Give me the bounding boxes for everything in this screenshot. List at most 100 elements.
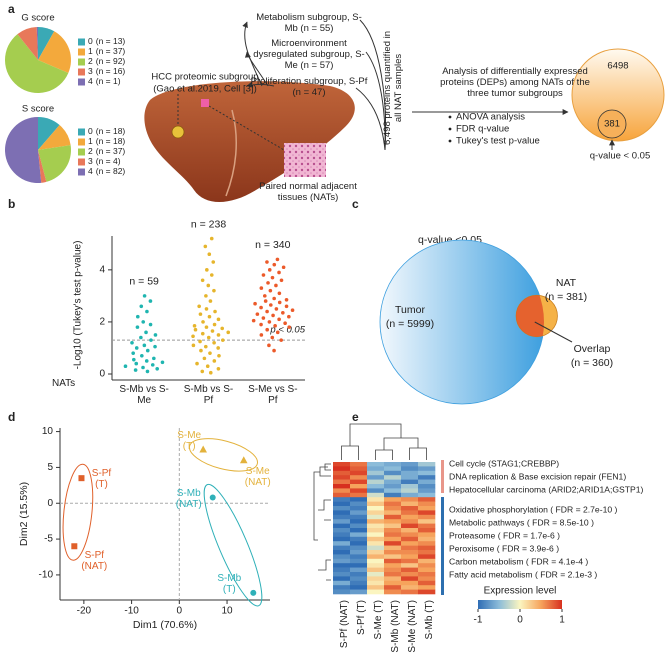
legend-category: 1: [88, 46, 93, 56]
heatmap-cell: [350, 536, 368, 542]
nat-label: Paired normal adjacent tissues (NATs): [259, 181, 357, 203]
heatmap-cell: [350, 563, 368, 568]
heatmap-cell: [401, 492, 419, 498]
strip-point: [200, 369, 205, 374]
point: [78, 475, 85, 482]
heatmap-cell: [384, 541, 402, 546]
strip-point: [270, 335, 275, 340]
legend-count: (n = 4): [96, 156, 121, 166]
legend-entry: 1 (n = 18): [88, 136, 125, 146]
strip-point: [160, 360, 165, 365]
heatmap-cell: [333, 510, 351, 516]
quantified-label: 6,498 proteins quantified in all NAT sam…: [382, 30, 404, 146]
heatmap-cell: [384, 554, 402, 560]
heatmap-cell: [418, 528, 436, 533]
strip-point: [141, 320, 146, 324]
heatmap-cell: [418, 558, 436, 564]
heatmap-cell: [418, 506, 436, 511]
legend-swatch: [78, 138, 85, 146]
strip-point: [209, 236, 214, 241]
strip-point: [142, 343, 147, 348]
strip-point: [192, 324, 197, 328]
strip-point: [148, 299, 153, 303]
strip-point: [259, 322, 263, 327]
colorbar: [478, 600, 562, 609]
heatmap-cell: [333, 532, 351, 538]
heatmap-cell: [418, 576, 436, 582]
heatmap-cell: [350, 466, 368, 472]
strip-point: [144, 359, 149, 363]
annotation-text: Metabolic pathways ( FDR = 8.5e-10 ): [449, 517, 594, 527]
heatmap-cell: [384, 536, 402, 542]
legend-swatch: [78, 38, 85, 46]
heatmap-cell: [418, 510, 436, 516]
group-ellipse: [62, 463, 94, 561]
heatmap-cell: [384, 563, 402, 568]
x-tick-label: S-Mb vs S-Me: [119, 384, 169, 406]
legend-count: (n = 13): [96, 36, 126, 46]
strip-point: [269, 303, 273, 307]
pie-slice: [38, 150, 47, 183]
colorbar-tick-label: -1: [474, 615, 483, 626]
strip-point: [287, 325, 291, 329]
legend-swatch: [78, 58, 85, 66]
heatmap-cell: [367, 563, 385, 568]
heatmap-cell: [367, 536, 385, 542]
heatmap-cell: [384, 514, 402, 520]
strip-point: [153, 344, 157, 349]
heatmap-cell: [333, 541, 351, 546]
point: [209, 494, 216, 501]
venn-set-name: Tumor: [395, 304, 425, 316]
heatmap-cell: [350, 488, 368, 494]
heatmap-cell: [418, 470, 436, 476]
method: Tukey's test p-value: [456, 136, 540, 147]
strip-point: [206, 283, 211, 288]
strip-point: [263, 299, 268, 303]
venn-set-count: (n = 5999): [386, 318, 434, 330]
strip-point: [271, 313, 275, 318]
legend-category: 2: [88, 146, 93, 156]
strip-point: [281, 265, 286, 270]
heatmap-cell: [418, 563, 436, 568]
strip-point: [267, 320, 272, 324]
panel-label: d: [8, 410, 15, 424]
x-axis-title: Dim1 (70.6%): [133, 619, 197, 631]
heatmap-cell: [384, 479, 402, 485]
legend-swatch: [78, 78, 85, 86]
strip-point: [139, 335, 143, 340]
legend-entry: 3 (n = 4): [88, 156, 121, 166]
heatmap-cell: [418, 585, 436, 590]
y-tick-label: -10: [39, 570, 54, 581]
heatmap-cell: [367, 550, 385, 555]
heatmap-cell: [384, 492, 402, 498]
venn-overlap: [516, 295, 544, 337]
venn-overlap-count: (n = 360): [571, 357, 613, 369]
heatmap-cell: [367, 572, 385, 577]
legend-swatch: [78, 148, 85, 156]
heatmap-cell: [418, 572, 436, 577]
y-tick-label: 4: [99, 264, 105, 275]
point-label: S-Mb (NAT): [175, 487, 202, 510]
strip-point: [279, 338, 283, 342]
strip-point: [261, 273, 266, 277]
x-tick-label: S-Mb vs S-Pf: [183, 384, 234, 406]
legend-count: (n = 18): [96, 126, 126, 136]
heatmap-cell: [401, 563, 419, 568]
point: [239, 456, 248, 464]
venn-set-name: NAT: [556, 277, 577, 289]
legend-category: 4: [88, 76, 93, 86]
panel-label: b: [8, 197, 15, 211]
legend-category: 1: [88, 136, 93, 146]
strip-point: [191, 343, 196, 348]
heatmap-cell: [350, 545, 368, 551]
heatmap-cell: [350, 567, 368, 573]
x-tick-label: S-Me vs S-Pf: [248, 384, 298, 406]
heatmap-cell: [350, 541, 368, 546]
heatmap-cell: [350, 558, 368, 564]
heatmap-cell: [367, 567, 385, 573]
strip-point: [208, 299, 213, 303]
point-label: S-Me (NAT): [244, 466, 271, 489]
heatmap-cell: [367, 580, 385, 586]
strip-point: [134, 361, 139, 366]
panel-label: e: [352, 410, 359, 424]
